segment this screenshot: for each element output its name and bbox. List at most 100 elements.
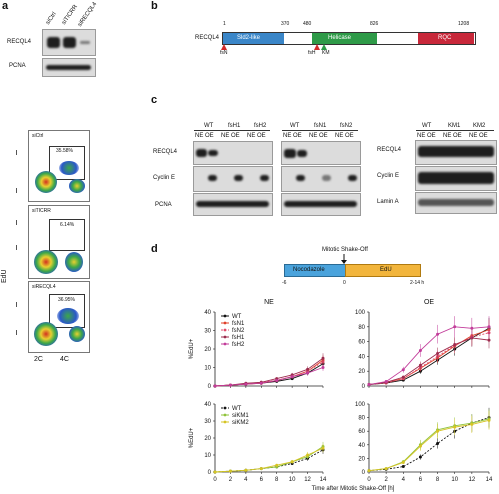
data-point-fsH1 xyxy=(401,375,405,379)
data-point-fsH2 xyxy=(436,332,440,336)
y-tick-label: 20 xyxy=(358,369,365,375)
y-axis-label: %EdU+ xyxy=(189,338,195,359)
chart-3: 0 20 40 60 80 100 0 2 4 6 8 10 12 14 xyxy=(355,402,493,483)
data-point-siKM2 xyxy=(367,469,371,473)
data-point-WT xyxy=(436,441,440,445)
y-tick-label: 100 xyxy=(355,310,366,316)
group-km1: KM1 xyxy=(448,123,461,129)
blot-recql4 xyxy=(42,29,96,56)
data-point-siKM2 xyxy=(244,468,248,472)
data-point-WT xyxy=(401,465,405,469)
x-tick-label: 4 xyxy=(402,477,406,483)
data-point-siKM2 xyxy=(259,467,263,471)
legend-label: siKM1 xyxy=(232,413,249,419)
data-point-siKM2 xyxy=(290,460,294,464)
legend-label: fsH1 xyxy=(232,335,245,341)
x-tick-label: 12 xyxy=(469,477,476,483)
data-point-siKM2 xyxy=(487,418,491,422)
protein-name: RECQL4 xyxy=(195,35,220,41)
blot-row-label-recql4: RECQL4 xyxy=(7,39,32,45)
data-point-siKM2 xyxy=(470,422,474,426)
ne-label: NE xyxy=(309,133,318,139)
y-tick-label: 0 xyxy=(208,470,212,476)
x-tick-label: 2 xyxy=(229,477,233,483)
data-point-siKM2 xyxy=(401,460,405,464)
x-axis-label: Time after Mitotic Shake-Off [h] xyxy=(312,486,395,492)
group-km2: KM2 xyxy=(473,123,486,129)
timeline-tick-0: 0 xyxy=(343,280,346,286)
arrow-fsh-icon xyxy=(314,44,320,50)
data-point-siKM2 xyxy=(453,425,457,429)
series-line-fsH2 xyxy=(214,367,324,387)
flow-y-axis-label: EdU xyxy=(1,269,8,283)
timeline-edu: EdU xyxy=(345,264,421,277)
blot-c-recql4-2 xyxy=(281,141,361,165)
domain-sld2-like: Sld2-like xyxy=(223,33,284,44)
x-tick-label: 14 xyxy=(320,477,327,483)
ne-label: NE xyxy=(221,133,230,139)
blot-c-pcna-2 xyxy=(281,193,361,216)
data-point-fsH1 xyxy=(453,343,457,347)
blot-c-recql4-right xyxy=(415,140,497,165)
flow-label: siTICRR xyxy=(32,208,51,214)
y-tick-label: 20 xyxy=(358,456,365,462)
blot-c-cycline-2 xyxy=(281,166,361,192)
ne-label: NE xyxy=(283,133,292,139)
data-point-siKM2 xyxy=(228,469,232,473)
y-tick-label: 30 xyxy=(204,419,211,425)
mutation-arrows xyxy=(221,44,327,50)
oe-label: OE xyxy=(345,133,354,139)
segment-label: Nocodazole xyxy=(293,267,325,273)
x-tick-label: 10 xyxy=(289,477,296,483)
x-tick-label: 10 xyxy=(451,477,458,483)
ne-label: NE xyxy=(195,133,204,139)
y-axis-label: %EdU+ xyxy=(189,427,195,448)
data-point-fsH2 xyxy=(470,326,474,330)
data-point-fsH2 xyxy=(384,380,388,384)
blot-c-cycline-1 xyxy=(193,166,273,192)
data-point-fsH2 xyxy=(213,384,217,388)
position-1: 1 xyxy=(223,21,226,27)
data-point-fsH1 xyxy=(321,356,325,360)
series-line-WT xyxy=(368,327,490,385)
flow-label: siCtrl xyxy=(32,133,44,139)
mark-fsh: fsH xyxy=(308,50,316,56)
panel-label-d: d xyxy=(151,243,158,255)
series-line-siKM2 xyxy=(214,447,324,473)
ne-label: NE xyxy=(469,133,478,139)
flow-percent: 6.14% xyxy=(60,222,75,228)
ne-label: NE xyxy=(335,133,344,139)
series-line-siKM1 xyxy=(368,418,490,472)
series-line-fsH2 xyxy=(368,326,490,385)
x-tick-label: 6 xyxy=(260,477,264,483)
lane-label-siticrr: siTICRR xyxy=(61,3,80,27)
data-point-siKM2 xyxy=(321,446,325,450)
group-fsh2: fsH2 xyxy=(254,123,267,129)
flow-x-tick-2c: 2C xyxy=(34,356,43,363)
x-tick-label: 8 xyxy=(436,477,440,483)
domain-label: Helicase xyxy=(328,35,352,41)
series-line-WT xyxy=(214,363,324,387)
x-tick-label: 4 xyxy=(244,477,248,483)
legend-label: fsH2 xyxy=(232,342,245,348)
data-point-fsH2 xyxy=(453,325,457,329)
oe-label: OE xyxy=(453,133,462,139)
timeline-tick-end: 2-14 h xyxy=(410,280,425,286)
data-point-fsH1 xyxy=(487,338,491,342)
data-point-WT xyxy=(418,455,422,459)
flow-percent: 35.58% xyxy=(56,148,73,154)
flow-label: siRECQL4 xyxy=(32,284,56,290)
chart-title: NE xyxy=(264,299,274,306)
shake-off-arrow-icon xyxy=(341,254,347,264)
y-tick-label: 10 xyxy=(204,453,211,459)
position-1208: 1208 xyxy=(458,21,470,27)
timeline-nocodazole: Nocodazole xyxy=(284,264,346,277)
y-tick-label: 80 xyxy=(358,325,365,331)
gate-box xyxy=(49,294,85,328)
x-tick-label: 12 xyxy=(304,477,311,483)
group-wt-1: WT xyxy=(204,123,214,129)
legend-marker xyxy=(223,413,227,417)
oe-label: OE xyxy=(231,133,240,139)
